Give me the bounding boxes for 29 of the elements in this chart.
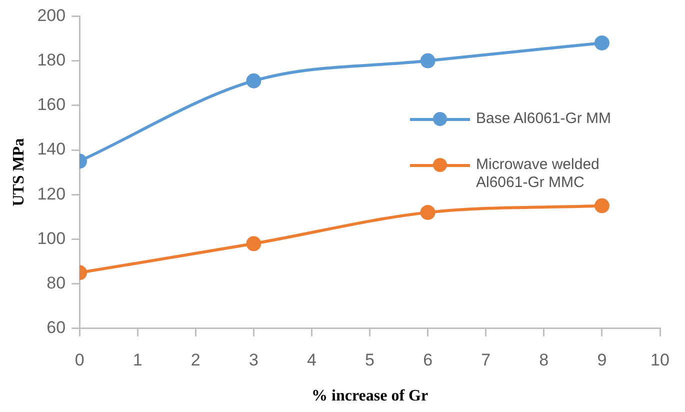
point <box>420 53 436 68</box>
point <box>420 204 436 220</box>
legend-label: Microwave welded Al6061-Gr MMC <box>476 156 600 192</box>
x-tick-label: 7 <box>481 350 491 370</box>
point <box>594 35 610 50</box>
x-axis-title: % increase of Gr <box>312 388 428 405</box>
y-tick-label: 80 <box>46 273 66 292</box>
y-tick-label: 100 <box>37 228 66 248</box>
y-tick-label: 60 <box>46 318 66 338</box>
x-tick-label: 2 <box>190 350 200 370</box>
y-tick-label: 140 <box>37 140 66 159</box>
y-tick-label: 120 <box>37 184 66 204</box>
x-tick-label: 8 <box>539 350 549 370</box>
x-tick-label: 3 <box>248 350 258 370</box>
point <box>594 198 610 214</box>
y-tick-label: 180 <box>37 50 66 70</box>
point <box>246 73 262 88</box>
x-tick-label: 0 <box>74 350 84 370</box>
x-tick-label: 1 <box>132 350 142 370</box>
point <box>246 236 262 252</box>
y-axis-title: UTS MPa <box>10 138 28 206</box>
x-tick-label: 10 <box>650 350 670 370</box>
x-tick-label: 6 <box>423 350 433 370</box>
x-tick-label: 5 <box>365 350 375 370</box>
legend-label: Base Al6061-Gr MM <box>476 110 612 128</box>
x-tick-label: 9 <box>597 350 607 370</box>
y-tick-label: 160 <box>37 95 66 114</box>
y-tick-label: 200 <box>37 6 66 25</box>
x-tick-label: 4 <box>307 350 316 370</box>
